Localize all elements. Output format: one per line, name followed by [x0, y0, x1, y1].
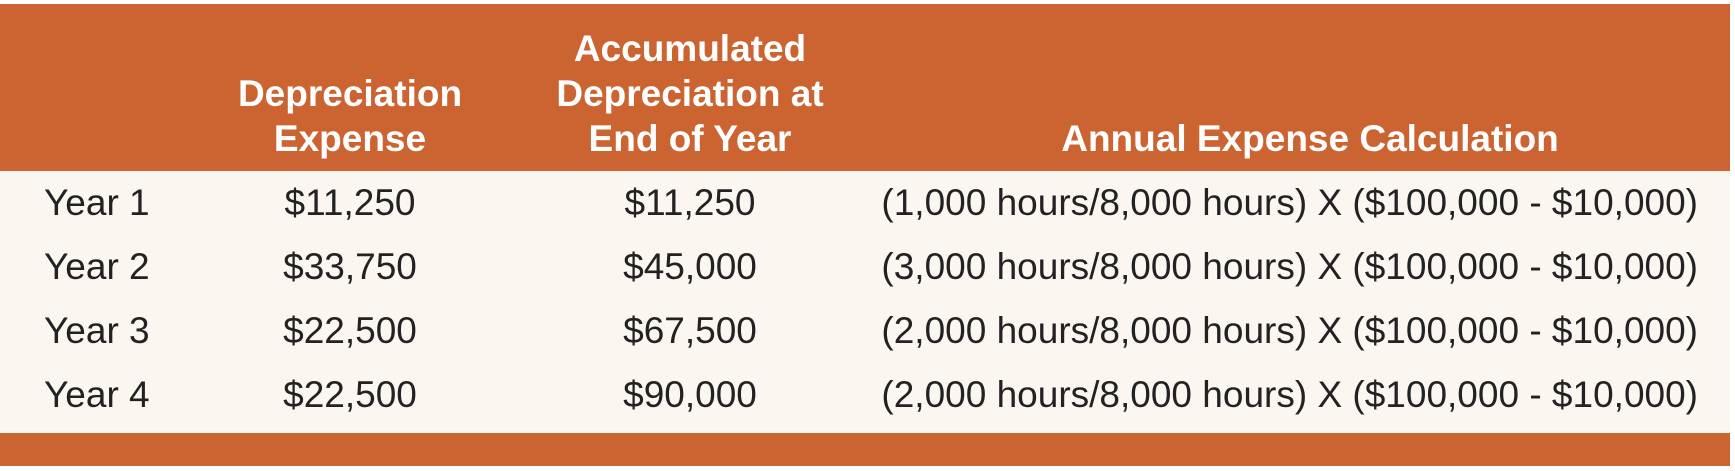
- header-annual-expense-calculation: Annual Expense Calculation: [1061, 118, 1559, 159]
- header-accumulated-line1: Accumulated: [573, 28, 807, 69]
- calculation-cell: (2,000 hours/8,000 hours) X ($100,000 - …: [881, 310, 1698, 351]
- expense-cell: $22,500: [283, 310, 417, 351]
- header-accumulated-line3: End of Year: [588, 118, 792, 159]
- header-accumulated-line2: Depreciation at: [556, 73, 824, 114]
- table-header: Depreciation Expense Accumulated Depreci…: [0, 4, 1730, 171]
- year-cell: Year 1: [44, 182, 150, 223]
- expense-cell: $33,750: [283, 246, 417, 287]
- accumulated-cell: $90,000: [623, 374, 757, 415]
- accumulated-cell: $11,250: [624, 182, 756, 223]
- header-depreciation-line1: Depreciation: [237, 73, 463, 114]
- table-row: Year 3 $22,500 $67,500 (2,000 hours/8,00…: [0, 299, 1730, 363]
- year-cell: Year 4: [44, 374, 150, 415]
- calculation-cell: (3,000 hours/8,000 hours) X ($100,000 - …: [881, 246, 1698, 287]
- calculation-cell: (2,000 hours/8,000 hours) X ($100,000 - …: [881, 374, 1698, 415]
- table-row: Year 4 $22,500 $90,000 (2,000 hours/8,00…: [0, 363, 1730, 427]
- accumulated-cell: $67,500: [623, 310, 757, 351]
- expense-cell: $22,500: [283, 374, 417, 415]
- header-depreciation-expense: Depreciation Expense: [200, 71, 500, 161]
- depreciation-table: Depreciation Expense Accumulated Depreci…: [0, 4, 1730, 466]
- year-cell: Year 3: [44, 310, 150, 351]
- header-accumulated-depreciation: Accumulated Depreciation at End of Year: [510, 26, 870, 161]
- table-body: Year 1 $11,250 $11,250 (1,000 hours/8,00…: [0, 171, 1730, 433]
- year-cell: Year 2: [44, 246, 150, 287]
- accumulated-cell: $45,000: [623, 246, 757, 287]
- header-depreciation-line2: Expense: [273, 118, 427, 159]
- expense-cell: $11,250: [284, 182, 416, 223]
- table-row: Year 1 $11,250 $11,250 (1,000 hours/8,00…: [0, 171, 1730, 235]
- calculation-cell: (1,000 hours/8,000 hours) X ($100,000 - …: [881, 182, 1698, 223]
- table-row: Year 2 $33,750 $45,000 (3,000 hours/8,00…: [0, 235, 1730, 299]
